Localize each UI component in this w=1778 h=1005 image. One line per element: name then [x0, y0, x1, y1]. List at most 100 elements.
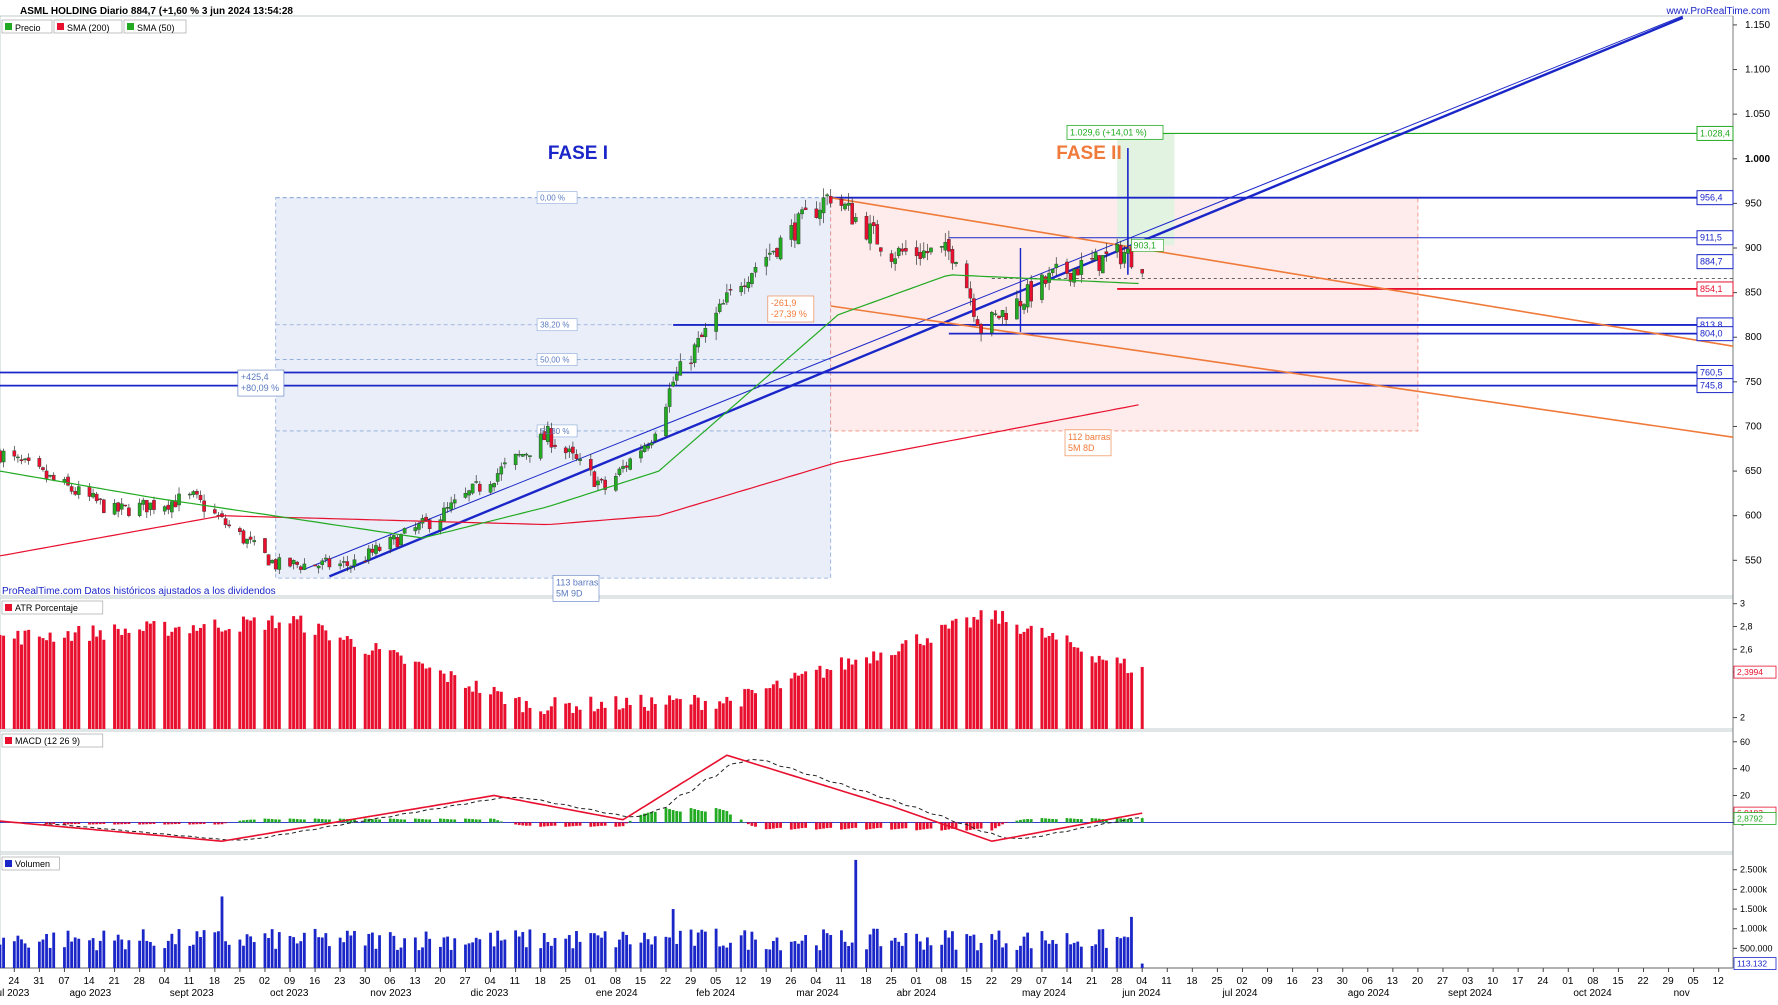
macd-histogram-bar: [539, 822, 542, 826]
candle-body: [729, 289, 732, 290]
volume-bar: [503, 940, 506, 968]
candle-body: [228, 525, 231, 526]
volume-bar: [170, 934, 173, 968]
volume-bar: [980, 943, 983, 968]
volume-bar: [264, 933, 267, 968]
price-tick-label: 650: [1745, 466, 1762, 477]
volume-bar: [514, 930, 517, 968]
atr-bar: [575, 706, 578, 729]
atr-bar: [815, 670, 818, 729]
atr-bar: [1048, 636, 1051, 729]
atr-bar: [700, 710, 703, 729]
x-tick-label: 08: [610, 976, 622, 987]
macd-histogram-bar: [729, 815, 732, 823]
macd-histogram-bar: [1041, 818, 1044, 822]
volume-bar: [425, 932, 428, 968]
atr-bar: [1126, 673, 1129, 729]
volume-bar: [804, 935, 807, 968]
panel-tick-label: 500.000: [1740, 943, 1773, 953]
atr-bar: [242, 617, 245, 729]
atr-bar: [926, 638, 929, 729]
macd-histogram-bar: [618, 822, 621, 826]
volume-bar: [604, 931, 607, 968]
candle-body: [689, 363, 692, 364]
atr-bar: [400, 656, 403, 729]
candle-body: [718, 304, 721, 312]
volume-bar: [1051, 940, 1054, 968]
volume-bar: [915, 934, 918, 968]
atr-bar: [414, 662, 417, 729]
candle-body: [1141, 269, 1144, 273]
candle-body: [847, 203, 850, 205]
volume-bar: [224, 941, 227, 968]
candle-body: [804, 208, 807, 210]
macd-histogram-bar: [779, 822, 782, 827]
candle-body: [969, 289, 972, 299]
volume-bar: [851, 943, 854, 968]
atr-bar: [750, 690, 753, 729]
atr-bar: [697, 698, 700, 729]
brand-link[interactable]: www.ProRealTime.com: [1666, 6, 1770, 17]
volume-bar: [339, 938, 342, 968]
volume-bar: [149, 942, 152, 968]
price-level-text: 804,0: [1700, 329, 1723, 339]
macd-histogram-bar: [829, 822, 832, 827]
macd-histogram-bar: [1051, 819, 1054, 822]
volume-bar: [947, 938, 950, 968]
candle-body: [929, 248, 932, 252]
volume-bar: [697, 932, 700, 968]
candle-body: [349, 567, 352, 568]
volume-bar: [428, 939, 431, 968]
volume-bar: [951, 931, 954, 968]
atr-bar: [417, 662, 420, 729]
atr-bar: [392, 650, 395, 729]
volume-bar: [955, 950, 958, 968]
volume-bar: [690, 930, 693, 968]
macd-histogram-bar: [124, 822, 127, 824]
volume-bar: [120, 940, 123, 968]
x-tick-label: 19: [760, 976, 772, 987]
macd-histogram-bar: [869, 822, 872, 829]
volume-bar: [1015, 950, 1018, 968]
macd-histogram-bar: [296, 819, 299, 822]
macd-histogram-bar: [1126, 819, 1129, 822]
atr-bar: [267, 620, 270, 729]
candle-body: [70, 486, 73, 491]
x-tick-label: 29: [1663, 976, 1675, 987]
volume-bar: [1105, 948, 1108, 968]
candle-body: [976, 319, 979, 325]
macd-histogram-bar: [500, 821, 503, 822]
atr-bar: [314, 635, 317, 729]
candle-body: [618, 469, 621, 475]
volume-bar: [142, 929, 145, 968]
volume-bar: [42, 940, 45, 968]
x-tick-label: 11: [835, 976, 846, 987]
atr-bar: [238, 632, 241, 729]
atr-bar: [797, 676, 800, 729]
atr-bar: [389, 650, 392, 729]
atr-bar: [99, 630, 102, 729]
macd-histogram-bar: [1130, 819, 1133, 822]
volume-bar: [303, 933, 306, 968]
atr-bar: [478, 693, 481, 729]
candle-body: [851, 203, 854, 224]
volume-bar: [654, 936, 657, 968]
macd-histogram-bar: [120, 822, 123, 824]
volume-bar: [192, 945, 195, 968]
candle-body: [124, 505, 127, 506]
volume-bar: [826, 933, 829, 968]
macd-histogram-bar: [904, 822, 907, 828]
candle-body: [528, 456, 531, 457]
macd-histogram-bar: [1069, 818, 1072, 822]
x-tick-label: 23: [334, 976, 346, 987]
x-tick-label: 14: [84, 976, 96, 987]
volume-bar: [718, 946, 721, 968]
atr-bar: [518, 697, 521, 729]
atr-bar: [102, 640, 105, 729]
volume-bar: [926, 937, 929, 968]
volume-bar: [278, 932, 281, 968]
volume-bar: [1041, 931, 1044, 968]
candle-body: [242, 531, 245, 544]
macd-histogram-bar: [854, 822, 857, 827]
fib-level-label: 38,20 %: [540, 321, 569, 330]
